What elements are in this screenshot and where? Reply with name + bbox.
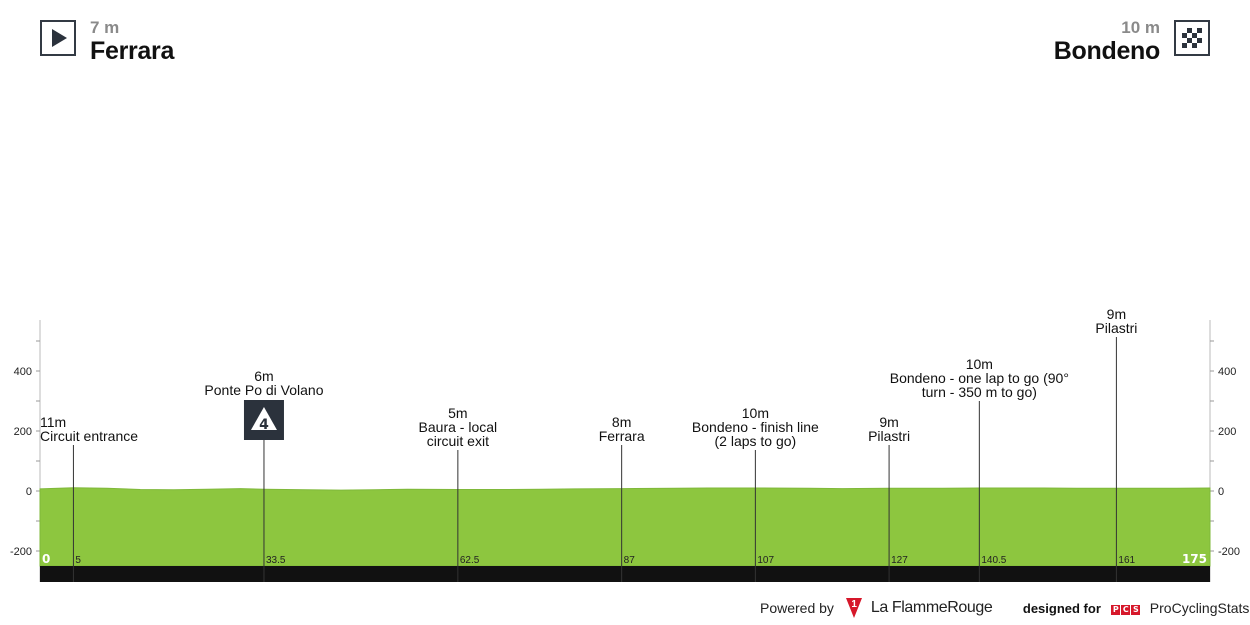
play-icon	[40, 20, 76, 56]
procyclingstats-brand: ProCyclingStats	[1149, 600, 1250, 616]
footer: Powered by La FlammeRouge designed for P…	[760, 598, 1249, 620]
waypoint-name-label: Bondeno - one lap to go (90°	[890, 370, 1069, 386]
climb-category-label: 4	[259, 417, 269, 433]
checkered-flag-icon	[1174, 20, 1210, 56]
finish-name: Bondeno	[1053, 37, 1161, 65]
x-tick-label: 161	[1118, 555, 1135, 566]
x-tick-label: 127	[891, 555, 908, 566]
start-elevation: 7 m	[90, 18, 120, 37]
x-tick-label: 5	[75, 555, 81, 566]
waypoint-elevation-label: 9m	[1107, 306, 1126, 322]
waypoint-name-label: Pilastri	[1095, 320, 1137, 336]
profile-base-strip	[40, 566, 1210, 582]
waypoint-name-label: Ferrara	[599, 428, 645, 444]
waypoint-elevation-label: 5m	[448, 405, 467, 421]
waypoint-elevation-label: 11m	[40, 414, 66, 430]
waypoint-name-label: circuit exit	[427, 433, 489, 449]
start-name: Ferrara	[90, 37, 175, 65]
waypoint-elevation-label: 6m	[254, 368, 273, 384]
x-tick-label: 0	[42, 552, 50, 566]
y-tick-label-right: 0	[1218, 486, 1224, 498]
waypoint-name-label: Ponte Po di Volano	[204, 382, 323, 398]
x-tick-label: 33.5	[266, 555, 286, 566]
x-tick-label: 175	[1182, 552, 1207, 566]
la-flamme-rouge-logo-icon	[846, 598, 863, 618]
y-tick-label-left: -200	[10, 546, 32, 558]
elevation-area	[39, 487, 1211, 567]
waypoint-name-label: Baura - local	[419, 419, 498, 435]
waypoint-name-label: (2 laps to go)	[715, 433, 797, 449]
y-tick-label-left: 200	[14, 426, 32, 438]
x-tick-label: 62.5	[460, 555, 480, 566]
waypoint-elevation-label: 10m	[966, 356, 993, 372]
y-tick-label-right: 400	[1218, 366, 1236, 378]
y-tick-label-left: 400	[14, 366, 32, 378]
waypoint-name-label: Bondeno - finish line	[692, 419, 819, 435]
waypoint-name-label: Pilastri	[868, 428, 910, 444]
waypoint-elevation-label: 8m	[612, 414, 631, 430]
powered-by-text: Powered by	[760, 600, 834, 616]
la-flamme-rouge-brand: La FlammeRouge	[870, 599, 993, 616]
waypoint-elevation-label: 10m	[742, 405, 769, 421]
waypoint-name-label: Circuit entrance	[40, 428, 138, 444]
finish-elevation: 10 m	[1121, 18, 1160, 37]
waypoint-name-label: turn - 350 m to go)	[922, 384, 1037, 400]
x-tick-label: 87	[624, 555, 636, 566]
mountain-icon	[250, 407, 277, 430]
x-tick-label: 140.5	[981, 555, 1006, 566]
waypoint-elevation-label: 9m	[879, 414, 898, 430]
y-tick-label-right: -200	[1218, 546, 1240, 558]
y-tick-label-right: 200	[1218, 426, 1236, 438]
designed-for-text: designed for	[1022, 600, 1101, 616]
y-tick-label-left: 0	[26, 486, 32, 498]
x-tick-label: 107	[757, 555, 774, 566]
